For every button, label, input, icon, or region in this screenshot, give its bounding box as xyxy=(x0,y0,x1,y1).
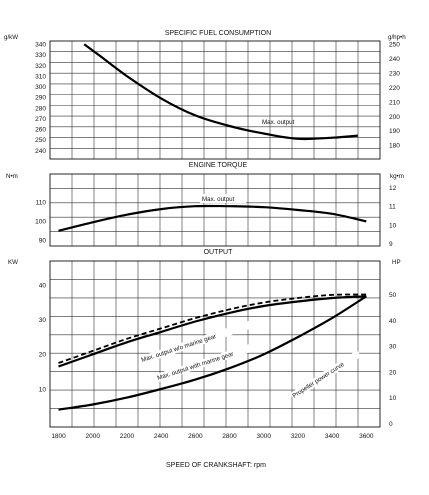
output-right-ticks: 50 40 30 20 10 0 xyxy=(389,292,397,428)
y-right-tick-label: 250 xyxy=(389,41,400,48)
sfc-frame xyxy=(49,40,381,160)
x-axis-label: SPEED OF CRANKSHAFT: rpm xyxy=(166,462,266,469)
x-tick-label: 3000 xyxy=(256,433,271,440)
series-line-2-2 xyxy=(58,295,367,411)
output-frame xyxy=(49,260,381,428)
x-tick-label: 2400 xyxy=(154,433,169,440)
y-right-tick-label: 0 xyxy=(389,421,393,428)
torque-max-output-label: Max. output xyxy=(202,196,235,203)
y-left-tick-label: 20 xyxy=(39,352,47,359)
y-right-tick-label: 180 xyxy=(389,143,400,150)
y-left-tick-label: 280 xyxy=(35,105,46,112)
y-right-tick-label: 10 xyxy=(389,222,397,229)
y-left-tick-label: 290 xyxy=(35,95,46,102)
output-grid xyxy=(50,261,380,427)
y-right-tick-label: 210 xyxy=(389,99,400,106)
series-label-propeller-backdrop xyxy=(289,349,362,401)
output-curves xyxy=(58,293,367,411)
y-left-tick-label: 30 xyxy=(39,317,47,324)
sfc-right-unit: g/hp•h xyxy=(388,34,406,41)
x-tick-label: 2600 xyxy=(188,433,203,440)
x-tick-label: 2000 xyxy=(86,433,101,440)
x-tick-label: 3600 xyxy=(359,433,374,440)
sfc-panel: SPECIFIC FUEL CONSUMPTION g/kW g/hp•h 34… xyxy=(4,30,406,160)
y-left-tick-label: 90 xyxy=(39,238,47,245)
torque-right-ticks: 12 11 10 9 xyxy=(389,185,397,248)
x-tick-label: 2800 xyxy=(222,433,237,440)
y-right-tick-label: 30 xyxy=(389,343,397,350)
y-right-tick-label: 190 xyxy=(389,128,400,135)
y-right-tick-label: 10 xyxy=(389,395,397,402)
y-right-tick-label: 12 xyxy=(389,185,397,192)
y-right-tick-label: 240 xyxy=(389,56,400,63)
torque-right-unit: kg•m xyxy=(390,173,404,180)
y-right-tick-label: 220 xyxy=(389,85,400,92)
sfc-max-output-label: Max. output xyxy=(262,119,295,126)
torque-label-backdrop xyxy=(200,194,246,203)
y-left-tick-label: 310 xyxy=(35,73,46,80)
series-label-with-gear-backdrop xyxy=(155,338,270,383)
sfc-curves xyxy=(83,43,358,141)
torque-panel-title: ENGINE TORQUE xyxy=(189,162,248,169)
output-left-unit: KW xyxy=(8,259,18,266)
sfc-left-unit: g/kW xyxy=(4,34,18,41)
torque-grid xyxy=(50,174,380,246)
y-left-tick-label: 270 xyxy=(35,116,46,123)
output-panel-title: OUTPUT xyxy=(204,249,234,256)
y-left-tick-label: 110 xyxy=(36,200,47,207)
x-tick-label: 2200 xyxy=(120,433,135,440)
output-right-unit: HP xyxy=(392,259,401,266)
series-line-1-0 xyxy=(58,204,367,232)
series-line-0-0 xyxy=(83,43,358,141)
y-right-tick-label: 11 xyxy=(389,204,396,211)
series-label-wo-gear: Max. output w/o marine gear xyxy=(139,320,254,365)
torque-left-ticks: 110 100 90 xyxy=(35,200,46,245)
y-right-tick-label: 40 xyxy=(389,318,397,325)
x-tick-label: 1800 xyxy=(51,433,66,440)
output-panel: OUTPUT KW HP 40 30 20 10 50 40 30 20 10 0 1800 20… xyxy=(8,249,401,469)
sfc-right-ticks: 250 240 230 220 210 200 190 180 xyxy=(389,41,400,149)
y-right-tick-label: 230 xyxy=(389,70,400,77)
series-label-wo-gear-backdrop xyxy=(139,320,254,365)
y-left-tick-label: 260 xyxy=(35,127,46,134)
series-label-propeller: Propeller power curve xyxy=(289,349,362,401)
y-left-tick-label: 330 xyxy=(35,52,46,59)
y-left-tick-label: 240 xyxy=(35,148,46,155)
series-line-2-0 xyxy=(58,293,367,364)
torque-frame xyxy=(49,173,381,247)
output-x-ticks: 1800 2000 2200 2400 2600 2800 3000 3200 3400 3600 xyxy=(51,433,374,440)
series-label-propeller-text: Propeller power curve xyxy=(291,361,346,400)
x-tick-label: 3400 xyxy=(325,433,340,440)
y-left-tick-label: 10 xyxy=(39,386,47,393)
torque-curves xyxy=(58,204,367,232)
sfc-grid xyxy=(50,41,380,159)
sfc-left-ticks: 340 330 320 310 300 290 280 270 260 250 240 xyxy=(35,41,46,154)
y-right-tick-label: 50 xyxy=(389,292,397,299)
series-line-2-1 xyxy=(58,295,367,368)
y-left-tick-label: 100 xyxy=(35,219,46,226)
y-right-tick-label: 9 xyxy=(389,241,393,248)
y-left-tick-label: 250 xyxy=(35,137,46,144)
output-left-ticks: 40 30 20 10 xyxy=(39,283,47,394)
y-left-tick-label: 300 xyxy=(35,84,46,91)
y-left-tick-label: 320 xyxy=(35,63,46,70)
y-right-tick-label: 200 xyxy=(389,114,400,121)
y-left-tick-label: 340 xyxy=(35,41,46,48)
y-right-tick-label: 20 xyxy=(389,369,397,376)
sfc-panel-title: SPECIFIC FUEL CONSUMPTION xyxy=(165,30,271,37)
torque-left-unit: N•m xyxy=(6,173,18,180)
x-tick-label: 3200 xyxy=(291,433,306,440)
y-left-tick-label: 40 xyxy=(39,283,47,290)
